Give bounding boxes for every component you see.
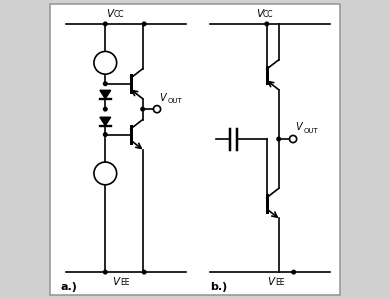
Text: OUT: OUT	[167, 98, 182, 104]
Circle shape	[103, 22, 107, 26]
Circle shape	[94, 51, 117, 74]
Text: CC: CC	[113, 10, 124, 19]
Text: V: V	[295, 123, 302, 132]
Circle shape	[103, 133, 107, 136]
Circle shape	[94, 162, 117, 185]
Circle shape	[103, 270, 107, 274]
Polygon shape	[100, 117, 111, 126]
Circle shape	[142, 22, 146, 26]
Text: a.): a.)	[60, 282, 77, 292]
Circle shape	[142, 270, 146, 274]
Text: V: V	[106, 9, 113, 19]
Circle shape	[292, 270, 296, 274]
Text: V: V	[112, 277, 119, 287]
Text: V: V	[256, 9, 263, 19]
Text: OUT: OUT	[303, 128, 318, 134]
Circle shape	[103, 82, 107, 86]
FancyBboxPatch shape	[50, 4, 340, 295]
Circle shape	[141, 107, 144, 111]
Text: V: V	[268, 277, 275, 287]
Circle shape	[265, 22, 269, 26]
Text: EE: EE	[120, 278, 129, 287]
Polygon shape	[100, 90, 111, 99]
Text: CC: CC	[263, 10, 273, 19]
Circle shape	[289, 135, 297, 143]
Text: b.): b.)	[210, 282, 227, 292]
Circle shape	[277, 137, 280, 141]
Text: V: V	[159, 93, 166, 103]
Circle shape	[153, 106, 161, 113]
Circle shape	[103, 107, 107, 111]
Text: EE: EE	[275, 278, 285, 287]
